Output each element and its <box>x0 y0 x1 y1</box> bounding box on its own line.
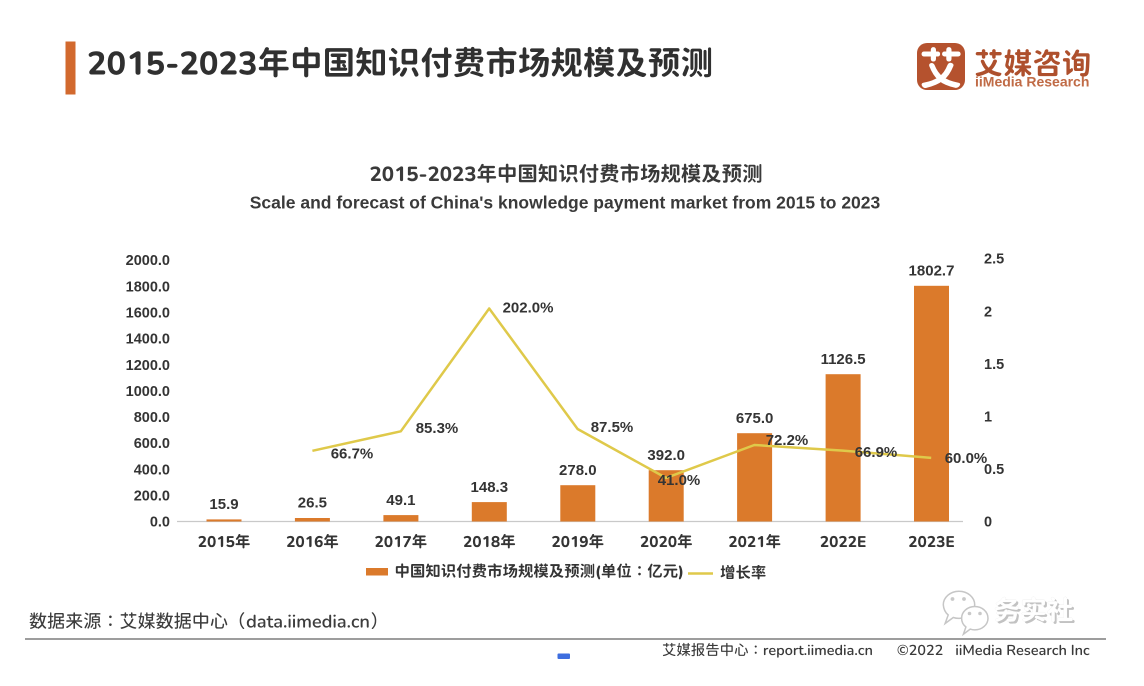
svg-text:0.0: 0.0 <box>150 515 170 531</box>
svg-text:87.5%: 87.5% <box>591 419 634 436</box>
svg-text:392.0: 392.0 <box>647 447 685 464</box>
svg-text:200.0: 200.0 <box>134 489 170 505</box>
svg-text:675.0: 675.0 <box>736 410 774 427</box>
svg-text:85.3%: 85.3% <box>416 420 459 437</box>
svg-text:41.0%: 41.0% <box>658 472 701 489</box>
svg-text:1126.5: 1126.5 <box>821 351 866 368</box>
svg-text:2.5: 2.5 <box>984 252 1004 268</box>
svg-text:1200.0: 1200.0 <box>126 358 170 374</box>
svg-text:1802.7: 1802.7 <box>909 263 955 280</box>
svg-text:1: 1 <box>984 410 992 426</box>
svg-text:0.5: 0.5 <box>984 462 1004 478</box>
svg-text:2000.0: 2000.0 <box>126 253 170 269</box>
svg-text:Scale and forecast of China's: Scale and forecast of China's knowledge … <box>250 193 881 213</box>
svg-text:600.0: 600.0 <box>134 436 170 452</box>
svg-text:148.3: 148.3 <box>471 479 509 496</box>
svg-text:0: 0 <box>984 515 992 531</box>
svg-text:1.5: 1.5 <box>984 357 1004 373</box>
svg-text:66.9%: 66.9% <box>855 444 898 461</box>
svg-text:400.0: 400.0 <box>134 462 170 478</box>
svg-text:66.7%: 66.7% <box>331 446 374 463</box>
svg-text:72.2%: 72.2% <box>766 432 809 449</box>
svg-text:202.0%: 202.0% <box>503 300 554 317</box>
svg-text:60.0%: 60.0% <box>945 450 988 467</box>
svg-text:278.0: 278.0 <box>559 462 597 479</box>
svg-text:800.0: 800.0 <box>134 410 170 426</box>
svg-text:1600.0: 1600.0 <box>126 306 170 322</box>
svg-text:2: 2 <box>984 304 992 320</box>
svg-text:1800.0: 1800.0 <box>126 279 170 295</box>
svg-text:1000.0: 1000.0 <box>126 384 170 400</box>
svg-text:1400.0: 1400.0 <box>126 332 170 348</box>
svg-text:49.1: 49.1 <box>386 492 415 509</box>
svg-text:15.9: 15.9 <box>209 496 238 513</box>
svg-text:26.5: 26.5 <box>298 495 327 512</box>
svg-text:iiMedia Research: iiMedia Research <box>975 74 1089 90</box>
